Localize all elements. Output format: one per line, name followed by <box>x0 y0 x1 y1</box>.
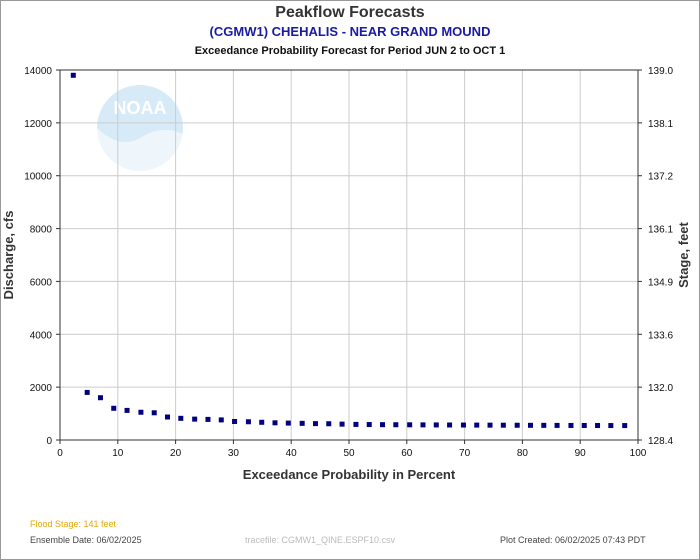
x-tick-label: 70 <box>459 448 471 459</box>
data-point <box>285 420 291 426</box>
data-point <box>595 423 601 429</box>
data-point <box>608 423 614 429</box>
data-point <box>205 416 211 422</box>
data-point <box>299 420 305 426</box>
x-tick-label: 20 <box>170 448 182 459</box>
x-tick-label: 90 <box>575 448 587 459</box>
x-tick-label: 30 <box>228 448 240 459</box>
x-tick-label: 80 <box>517 448 529 459</box>
y2-tick-label: 138.1 <box>648 119 673 130</box>
data-point <box>232 419 238 424</box>
x-axis-label: Exceedance Probability in Percent <box>243 467 456 482</box>
y-tick-label: 8000 <box>30 225 53 236</box>
x-tick-label: 50 <box>343 448 355 459</box>
data-point <box>97 395 103 401</box>
y2-tick-label: 139.0 <box>648 66 673 77</box>
grid-lines <box>60 70 638 440</box>
x-tick-label: 100 <box>630 448 647 459</box>
y2-axis-label: Stage, feet <box>676 221 691 287</box>
data-points <box>70 72 628 429</box>
data-point <box>366 422 372 428</box>
y2-tick-label: 132.0 <box>648 383 673 394</box>
data-point <box>460 422 466 428</box>
ensemble-date: Ensemble Date: 06/02/2025 <box>30 535 142 545</box>
noaa-logo: NOAA <box>97 85 183 183</box>
data-point <box>554 422 560 428</box>
plot-created: Plot Created: 06/02/2025 07:43 PDT <box>500 535 646 545</box>
data-point <box>433 422 439 428</box>
data-point <box>581 422 587 428</box>
data-point <box>84 389 90 395</box>
y2-tick-label: 134.9 <box>648 277 673 288</box>
data-point <box>407 422 413 428</box>
data-point <box>192 416 198 422</box>
y-tick-label: 4000 <box>30 330 53 341</box>
y-tick-label: 12000 <box>24 119 52 130</box>
data-point <box>527 422 533 428</box>
y-tick-label: 0 <box>46 436 52 447</box>
data-point <box>353 421 359 427</box>
data-point <box>393 422 399 428</box>
y2-tick-label: 137.2 <box>648 172 673 183</box>
y-axis-right: 128.4 132.0 133.6 134.9 136.1 137.2 138.1 139.0 <box>638 66 673 447</box>
data-point <box>420 422 426 428</box>
data-point <box>487 422 493 428</box>
data-point <box>474 422 480 428</box>
data-point <box>380 422 386 428</box>
x-axis: 0 10 20 30 40 50 60 70 80 90 100 <box>57 440 647 459</box>
y2-tick-label: 128.4 <box>648 436 673 447</box>
station-title: (CGMW1) CHEHALIS - NEAR GRAND MOUND <box>209 24 491 39</box>
y-tick-label: 6000 <box>30 277 53 288</box>
data-point <box>138 409 144 415</box>
y-tick-label: 14000 <box>24 66 52 77</box>
data-point <box>165 414 171 420</box>
y2-tick-label: 136.1 <box>648 225 673 236</box>
data-point <box>622 423 628 429</box>
data-point <box>124 407 130 413</box>
tracefile-note: tracefile: CGMW1_QINE.ESPF10.csv <box>245 535 396 545</box>
noaa-logo-text: NOAA <box>114 98 167 118</box>
data-point <box>447 422 453 428</box>
y-axis-left: 0 2000 4000 6000 8000 10000 12000 14000 <box>24 66 60 447</box>
data-point <box>514 422 520 428</box>
data-point <box>541 422 547 428</box>
data-point <box>568 422 574 428</box>
y-tick-label: 10000 <box>24 172 52 183</box>
data-point <box>178 415 184 421</box>
data-point <box>312 421 318 427</box>
x-tick-label: 10 <box>112 448 124 459</box>
data-point <box>339 421 345 427</box>
y2-tick-label: 133.6 <box>648 330 673 341</box>
data-point <box>245 419 251 425</box>
data-point <box>259 419 265 425</box>
data-point <box>151 410 157 416</box>
data-point <box>326 421 332 427</box>
x-tick-label: 60 <box>401 448 413 459</box>
y-tick-label: 2000 <box>30 383 53 394</box>
x-tick-label: 40 <box>286 448 298 459</box>
data-point <box>500 422 506 428</box>
y-axis-label: Discharge, cfs <box>1 211 16 300</box>
forecast-period: Exceedance Probability Forecast for Peri… <box>194 45 506 57</box>
x-tick-label: 0 <box>57 448 63 459</box>
chart-title: Peakflow Forecasts <box>275 4 425 21</box>
data-point <box>218 417 224 423</box>
flood-stage-note: Flood Stage: 141 feet <box>30 519 117 529</box>
data-point <box>70 72 76 78</box>
data-point <box>111 405 117 411</box>
data-point <box>272 420 278 426</box>
